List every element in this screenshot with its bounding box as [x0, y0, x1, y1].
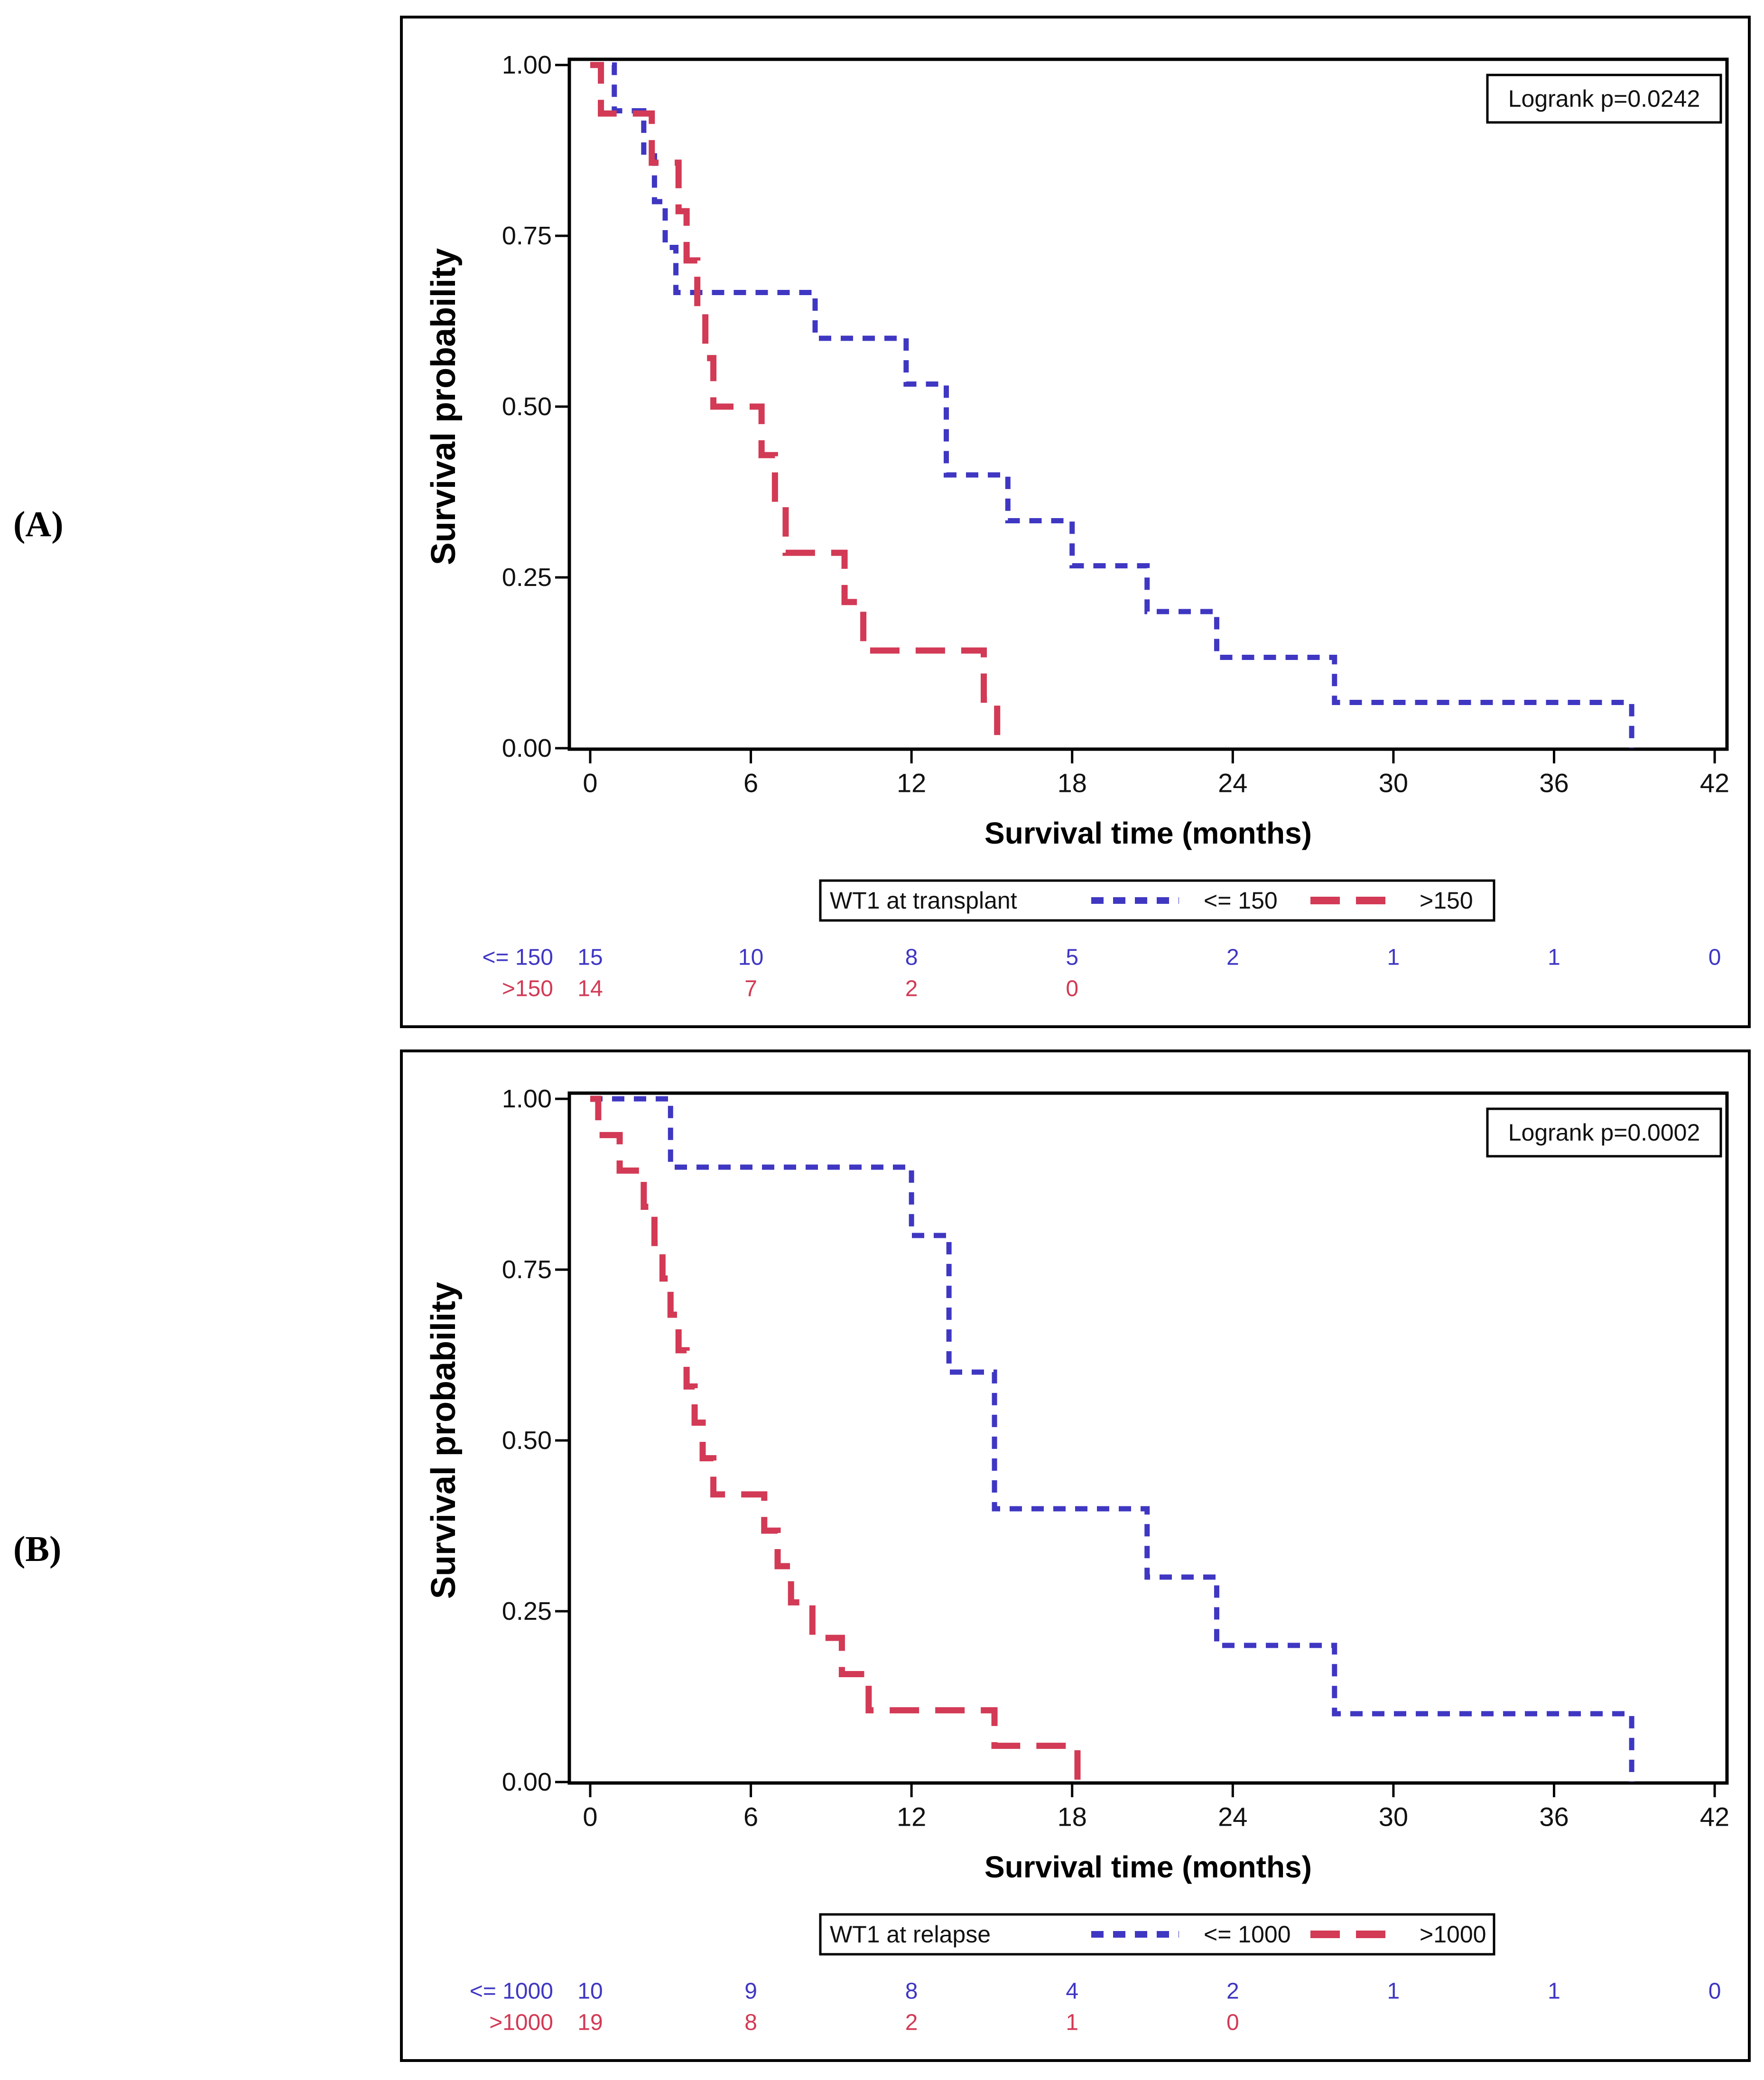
- at-risk-value: 8: [905, 945, 918, 970]
- at-risk-value: 7: [744, 976, 757, 1002]
- y-tick-label: 0.00: [502, 1768, 552, 1796]
- at-risk-value: 2: [905, 976, 918, 1002]
- x-tick-label: 30: [1379, 768, 1408, 798]
- x-tick-label: 36: [1539, 1802, 1569, 1832]
- y-tick-label: 0.25: [502, 1597, 552, 1625]
- x-axis-title: Survival time (months): [984, 816, 1312, 850]
- x-tick-label: 24: [1218, 768, 1247, 798]
- at-risk-value: 15: [577, 945, 603, 970]
- legend-entry-label: >150: [1420, 887, 1473, 914]
- at-risk-value: 4: [1066, 1979, 1078, 2004]
- at-risk-value: 2: [905, 2010, 918, 2035]
- plot-frame: [567, 57, 1729, 751]
- plot-frame: [567, 1091, 1729, 1785]
- x-tick-label: 12: [897, 768, 926, 798]
- x-tick-label: 0: [583, 1802, 597, 1832]
- km-plot-panel-a: 1.00 0.75 0.50 0.25 0.00 0 6 12 18 24 30 36 42 Logran…: [400, 16, 1751, 1028]
- at-risk-row-label: >150: [502, 976, 553, 1002]
- at-risk-value: 1: [1548, 1979, 1560, 2004]
- at-risk-row-label: <= 150: [483, 945, 553, 970]
- at-risk-value: 1: [1066, 2010, 1078, 2035]
- km-chart-a: 1.000.750.500.250.000 6 12 18 24 30 36 42Logran…: [425, 51, 1729, 1002]
- panel-label-b: (B): [13, 1529, 62, 1569]
- x-tick-label: 18: [1058, 768, 1087, 798]
- at-risk-value: 0: [1708, 945, 1721, 970]
- at-risk-value: 1: [1387, 1979, 1400, 2004]
- at-risk-value: 8: [744, 2010, 757, 2035]
- logrank-label: Logrank p=0.0002: [1508, 1119, 1700, 1146]
- at-risk-value: 19: [577, 2010, 603, 2035]
- at-risk-value: 9: [744, 1979, 757, 2004]
- x-tick-label: 6: [743, 768, 758, 798]
- at-risk-value: 0: [1066, 976, 1078, 1002]
- y-tick-label: 1.00: [502, 51, 552, 79]
- survival-curve->1000: [590, 1096, 1081, 1782]
- y-tick-label: 0.75: [502, 222, 552, 250]
- at-risk-row-label: <= 1000: [470, 1979, 553, 2004]
- x-tick-label: 30: [1379, 1802, 1408, 1832]
- at-risk-value: 1: [1548, 945, 1560, 970]
- x-axis-title: Survival time (months): [984, 1850, 1312, 1884]
- at-risk-value: 8: [905, 1979, 918, 2004]
- y-tick-label: 0.00: [502, 734, 552, 762]
- km-chart-b: 1.000.750.500.250.000 6 12 18 24 30 36 42Logran…: [425, 1085, 1729, 2035]
- y-tick-label: 0.50: [502, 392, 552, 421]
- at-risk-value: 0: [1226, 2010, 1239, 2035]
- logrank-box: [1486, 1107, 1722, 1158]
- at-risk-value: 1: [1387, 945, 1400, 970]
- x-tick-label: 12: [897, 1802, 926, 1832]
- at-risk-value: 0: [1708, 1979, 1721, 2004]
- legend-entry-label: <= 150: [1204, 887, 1278, 914]
- logrank-label: Logrank p=0.0242: [1508, 85, 1700, 112]
- at-risk-value: 10: [577, 1979, 603, 2004]
- at-risk-value: 2: [1226, 1979, 1239, 2004]
- at-risk-value: 10: [738, 945, 763, 970]
- x-tick-label: 36: [1539, 768, 1569, 798]
- at-risk-value: 5: [1066, 945, 1078, 970]
- legend-entry-label: <= 1000: [1204, 1921, 1291, 1948]
- survival-curve-<= 150: [590, 62, 1634, 748]
- survival-curve->150: [590, 62, 1001, 748]
- x-tick-label: 42: [1700, 768, 1729, 798]
- legend-title: WT1 at relapse: [830, 1921, 991, 1948]
- at-risk-value: 2: [1226, 945, 1239, 970]
- y-axis-title: Survival probability: [425, 248, 463, 565]
- at-risk-value: 14: [577, 976, 603, 1002]
- x-tick-label: 6: [743, 1802, 758, 1832]
- legend-title: WT1 at transplant: [830, 887, 1017, 914]
- km-plot-panel-b: 1.00 0.75 0.50 0.25 0.00 0 6 12 18 24 30 36 42 Logran…: [400, 1049, 1751, 2062]
- x-tick-label: 42: [1700, 1802, 1729, 1832]
- y-tick-label: 0.50: [502, 1426, 552, 1455]
- logrank-box: [1486, 74, 1722, 124]
- at-risk-row-label: >1000: [489, 2010, 553, 2035]
- legend-entry-label: >1000: [1420, 1921, 1486, 1948]
- y-tick-label: 0.75: [502, 1255, 552, 1284]
- y-tick-label: 1.00: [502, 1085, 552, 1113]
- x-tick-label: 0: [583, 768, 597, 798]
- y-tick-label: 0.25: [502, 563, 552, 592]
- survival-curve-<= 1000: [590, 1096, 1634, 1782]
- x-tick-label: 24: [1218, 1802, 1247, 1832]
- panel-label-a: (A): [13, 504, 64, 544]
- y-axis-title: Survival probability: [425, 1282, 463, 1599]
- x-tick-label: 18: [1058, 1802, 1087, 1832]
